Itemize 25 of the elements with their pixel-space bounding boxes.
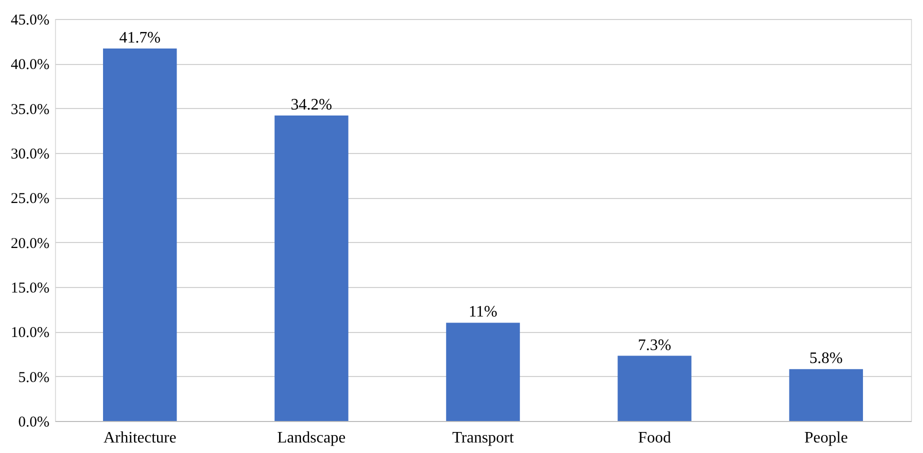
y-tick-label: 40.0%: [10, 57, 50, 74]
y-tick-label: 20.0%: [10, 236, 50, 252]
bar: [103, 48, 177, 421]
x-tick-label: Transport: [452, 430, 514, 446]
y-tick-label: 15.0%: [10, 280, 50, 296]
data-label: 41.7%: [119, 29, 161, 46]
x-tick-label: Arhitecture: [103, 430, 176, 446]
bar: [446, 322, 520, 421]
x-tick-label: People: [804, 430, 848, 446]
x-tick-label: Landscape: [277, 430, 346, 446]
data-label: 34.2%: [290, 96, 332, 114]
y-tick-label: 30.0%: [10, 146, 50, 162]
data-label: 11%: [468, 304, 498, 321]
y-tick-label: 45.0%: [10, 12, 50, 28]
data-label: 7.3%: [638, 336, 672, 354]
bar: [789, 369, 863, 421]
x-tick-label: Food: [638, 430, 671, 446]
data-label: 5.8%: [809, 350, 843, 368]
y-tick-label: 5.0%: [18, 370, 50, 386]
y-tick-label: 0.0%: [18, 414, 50, 430]
y-tick-label: 35.0%: [10, 102, 50, 118]
bar: [274, 115, 348, 421]
bar: [618, 356, 692, 421]
y-tick-label: 10.0%: [10, 325, 50, 342]
y-tick-label: 25.0%: [10, 191, 50, 208]
